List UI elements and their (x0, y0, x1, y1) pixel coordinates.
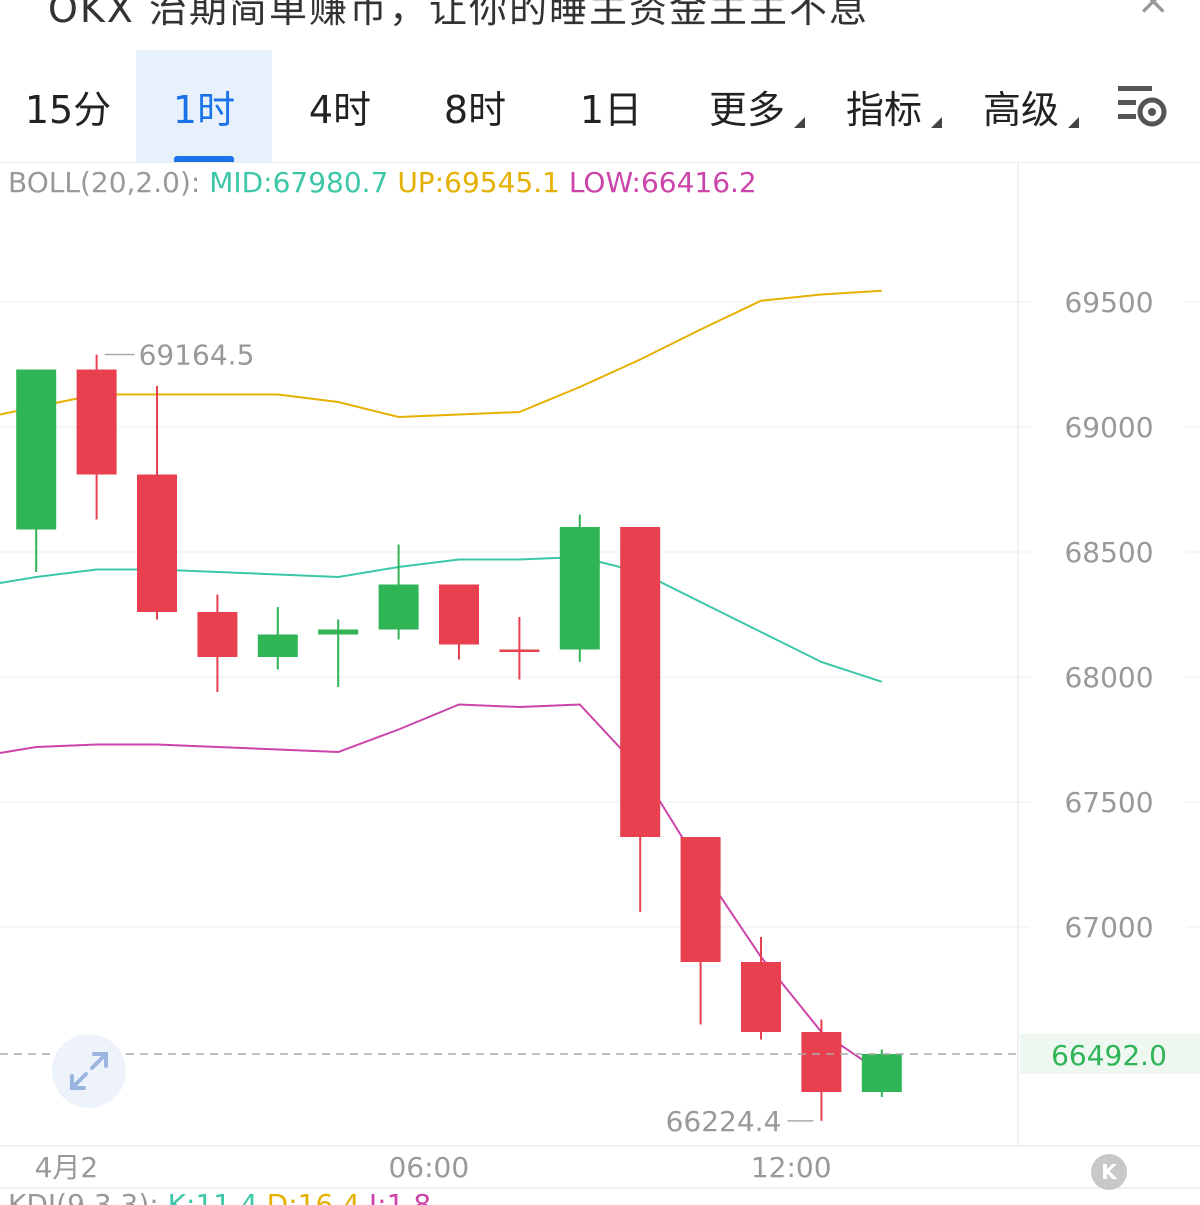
page-header-cut: OKX 治期简单赚币，让你的睡主资金主主不息 × (0, 0, 1200, 40)
y-tick-label: 68500 (1064, 536, 1153, 569)
candle-body (137, 474, 177, 612)
candle-body (620, 527, 661, 837)
max-price-label: 69164.5 (139, 339, 255, 372)
boll-up-value: UP:69545.1 (397, 166, 560, 199)
tab-1[interactable]: 1时 (136, 50, 272, 162)
dropdown-triangle-icon (1068, 117, 1079, 128)
tab-label: 1日 (579, 87, 643, 132)
candle-body (741, 962, 781, 1032)
expand-icon[interactable] (52, 1034, 126, 1108)
candle-body (257, 634, 298, 657)
last-price-tag (1020, 1034, 1200, 1074)
kline-toggle-icon[interactable]: K (1091, 1154, 1127, 1190)
dropdown-triangle-icon (794, 117, 805, 128)
y-tick-label: 68000 (1064, 661, 1153, 694)
tab-5[interactable]: 更多 (687, 50, 807, 162)
boll-upper-line (0, 289, 882, 419)
header-title: OKX 治期简单赚币，让你的睡主资金主主不息 (48, 0, 869, 31)
boll-low-value: LOW:66416.2 (568, 166, 757, 199)
candle-body (197, 612, 238, 657)
candle-body (499, 649, 540, 652)
active-tab-indicator (174, 156, 234, 162)
close-icon[interactable]: × (1136, 0, 1170, 24)
tab-7[interactable]: 高级 (961, 50, 1081, 162)
boll-mid-line (0, 555, 883, 683)
boll-mid-value: MID:67980.7 (209, 166, 389, 199)
tab-label: 更多 (708, 87, 785, 132)
tab-label: 指标 (845, 87, 922, 132)
y-tick-label: 67500 (1064, 786, 1153, 819)
candle-body (318, 629, 359, 635)
kdj-legend: KDJ(9,3,3): K:11.4 D:16.4 J:1.8 (8, 1188, 431, 1205)
kdj-d-value: D:16.4 (266, 1188, 361, 1205)
candle-body (559, 527, 600, 650)
y-tick-label: 69000 (1064, 411, 1153, 444)
min-price-label: 66224.4 (666, 1105, 782, 1138)
tab-4[interactable]: 1日 (551, 50, 671, 162)
y-tick-label: 67000 (1064, 911, 1153, 944)
candle-body (378, 584, 419, 630)
x-tick-label: 12:00 (751, 1151, 832, 1184)
kdj-j-value: J:1.8 (368, 1188, 432, 1205)
kdj-prefix: KDJ(9,3,3): (8, 1188, 159, 1205)
dropdown-triangle-icon (931, 117, 942, 128)
tab-label: 8时 (443, 87, 507, 132)
candle-body (801, 1032, 842, 1092)
tab-label: 15分 (24, 87, 112, 132)
tab-6[interactable]: 指标 (824, 50, 944, 162)
tab-3[interactable]: 8时 (415, 50, 535, 162)
candle-body (76, 369, 117, 475)
tab-0[interactable]: 15分 (8, 50, 128, 162)
candle-body (16, 369, 57, 530)
interval-tabs: 15分 1时 4时 8时 1日 更多 指标 高级 (0, 50, 1200, 163)
tab-label: 1时 (172, 87, 236, 132)
chart-settings-icon[interactable] (1112, 82, 1172, 132)
last-price-label: 66492.0 (1051, 1039, 1167, 1072)
y-tick-label: 69500 (1064, 286, 1153, 319)
candle-body (680, 837, 721, 962)
tab-label: 4时 (308, 87, 372, 132)
candle-body (861, 1054, 902, 1092)
kdj-k-value: K:11.4 (167, 1188, 258, 1205)
x-tick-label: 06:00 (388, 1151, 469, 1184)
tab-2[interactable]: 4时 (280, 50, 400, 162)
boll-prefix: BOLL(20,2.0): (8, 166, 201, 199)
candle-body (439, 584, 479, 645)
tab-label: 高级 (982, 87, 1059, 132)
boll-lower-line (0, 703, 883, 1074)
boll-legend: BOLL(20,2.0): MID:67980.7 UP:69545.1 LOW… (8, 166, 757, 199)
x-tick-label: 4月2 (35, 1151, 99, 1184)
